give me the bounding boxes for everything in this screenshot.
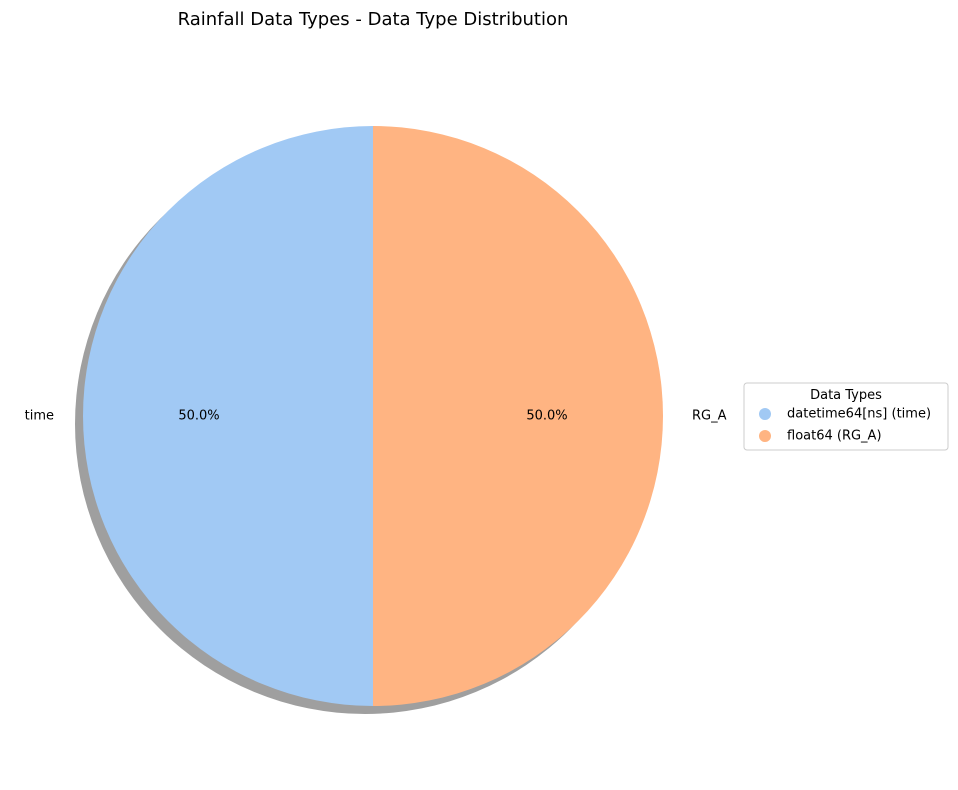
- pie-labels: time 50.0% RG_A 50.0%: [25, 409, 727, 424]
- chart-title: Rainfall Data Types - Data Type Distribu…: [178, 9, 569, 30]
- legend-title: Data Types: [810, 388, 882, 403]
- legend-marker: [759, 430, 771, 442]
- slice-label: time: [25, 409, 54, 424]
- pie-slice-time: [83, 126, 373, 706]
- pie-slice-rg-a: [373, 126, 663, 706]
- slice-percent-label: 50.0%: [526, 409, 567, 424]
- slice-label: RG_A: [692, 409, 727, 424]
- legend-label: float64 (RG_A): [787, 429, 882, 444]
- slice-percent-label: 50.0%: [178, 409, 219, 424]
- legend: Data Types datetime64[ns] (time) float64 …: [743, 382, 949, 451]
- pie-slices: [83, 126, 663, 706]
- legend-frame: [743, 382, 949, 451]
- legend-label: datetime64[ns] (time): [787, 407, 931, 422]
- legend-marker: [759, 408, 771, 420]
